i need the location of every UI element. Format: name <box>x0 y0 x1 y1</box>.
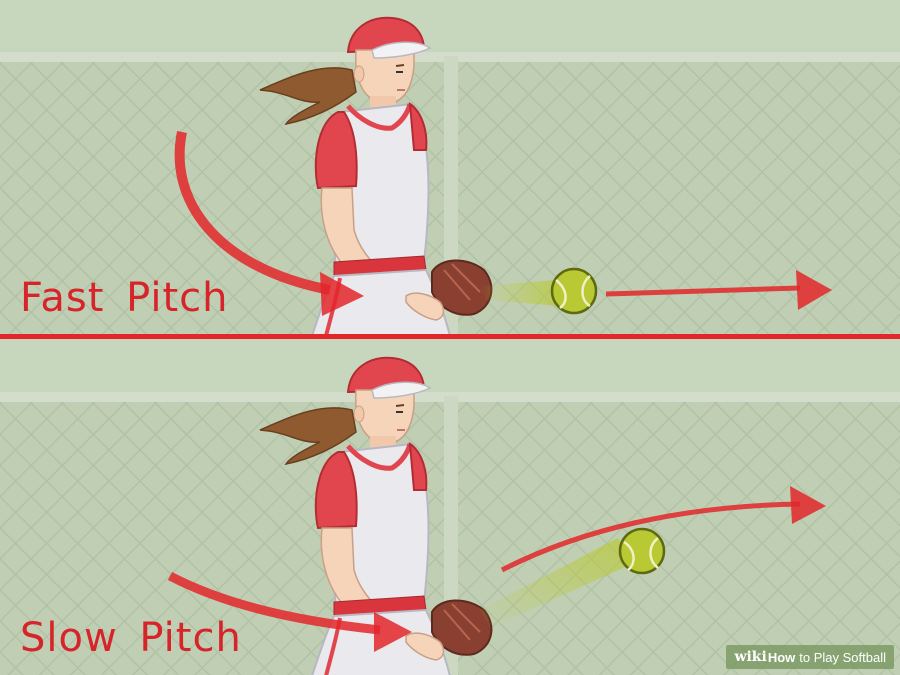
curved-arrow-head <box>320 272 364 316</box>
arc-arrow-head <box>790 486 826 524</box>
straight-arrow-head <box>796 270 832 310</box>
slow-pitch-label: Slow Pitch <box>20 615 242 661</box>
wikihow-watermark: wiki How to Play Softball <box>726 645 894 669</box>
curved-arrow-icon <box>167 572 381 635</box>
curved-arrow-icon <box>174 130 331 295</box>
fast-pitch-label: Fast Pitch <box>20 275 229 321</box>
panel-divider <box>0 334 900 339</box>
slow-pitch-scene <box>0 340 900 675</box>
curved-arrow-head <box>374 612 412 652</box>
softball-seam <box>555 275 591 309</box>
fast-pitch-scene <box>0 0 900 336</box>
watermark-wiki: wiki <box>734 649 767 665</box>
softball-seam <box>623 537 659 571</box>
fast-pitch-panel: Fast Pitch <box>0 0 900 336</box>
watermark-title: to Play Softball <box>799 649 886 665</box>
arc-arrow-icon <box>500 501 801 573</box>
ball-trail <box>480 280 560 306</box>
straight-arrow-icon <box>605 285 801 297</box>
ball-trail <box>480 538 632 628</box>
slow-pitch-panel: Slow Pitch <box>0 340 900 675</box>
watermark-how: How <box>767 649 796 665</box>
